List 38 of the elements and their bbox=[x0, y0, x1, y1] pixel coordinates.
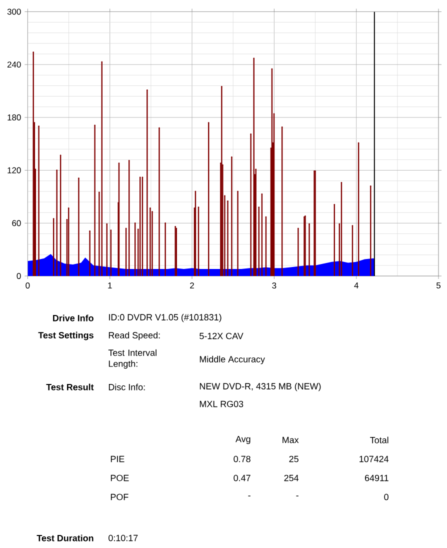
text: 0:10:17 bbox=[108, 534, 138, 542]
text: Middle Accuracy bbox=[200, 356, 265, 364]
text: Max bbox=[282, 436, 299, 444]
y-tick-label: 0 bbox=[16, 273, 21, 279]
text: Test Interval Length: bbox=[108, 349, 156, 369]
y-tick-label: 300 bbox=[7, 8, 21, 15]
text: Read Speed: bbox=[108, 332, 160, 340]
text: 254 bbox=[284, 474, 299, 482]
text: Avg bbox=[236, 436, 250, 444]
x-tick-label: 5 bbox=[436, 282, 441, 288]
text: 25 bbox=[289, 456, 298, 462]
text: 107424 bbox=[360, 456, 389, 462]
text: 0.78 bbox=[234, 456, 250, 462]
x-tick-label: 2 bbox=[190, 282, 194, 288]
text: NEW DVD-R, 4315 MB (NEW) bbox=[200, 382, 321, 392]
x-tick-label: 1 bbox=[108, 282, 112, 288]
text: PIE bbox=[110, 456, 124, 462]
y-tick-label: 180 bbox=[8, 114, 21, 120]
text: Drive Info bbox=[53, 314, 94, 322]
y-tick-label: 240 bbox=[7, 62, 21, 68]
text: ID:0 DVDR V1.05 (#101831) bbox=[109, 314, 222, 322]
y-tick-label: 120 bbox=[8, 167, 21, 174]
text: POF bbox=[110, 494, 128, 500]
text: Disc Info: bbox=[108, 384, 145, 390]
text: Test Result bbox=[46, 384, 94, 390]
text: Test Settings bbox=[38, 332, 94, 340]
text: 0.47 bbox=[234, 474, 250, 482]
x-tick-label: 4 bbox=[354, 282, 358, 288]
text: MXL RG03 bbox=[200, 400, 244, 408]
text: Test Duration bbox=[36, 534, 94, 542]
y-tick-label: 60 bbox=[12, 220, 21, 226]
text: Total bbox=[370, 436, 388, 444]
text: 64911 bbox=[364, 474, 388, 482]
text: 5-12X CAV bbox=[200, 332, 244, 340]
text: POE bbox=[110, 474, 129, 482]
x-tick-label: 3 bbox=[272, 282, 276, 289]
x-tick-label: 0 bbox=[26, 282, 30, 289]
text: 0 bbox=[384, 494, 388, 500]
